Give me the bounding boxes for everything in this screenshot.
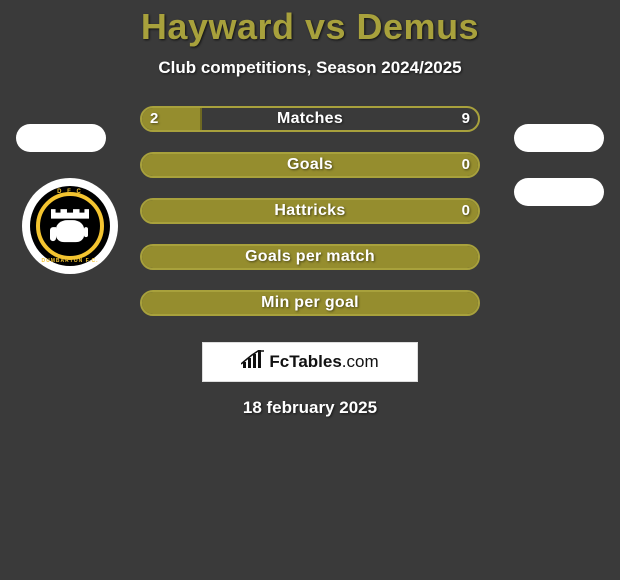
stat-right-value: 0 (462, 202, 470, 219)
branding-box[interactable]: FcTables.com (202, 342, 418, 382)
stat-bar: Hattricks0 (140, 198, 480, 224)
branding-text: FcTables.com (269, 352, 378, 372)
stat-label: Goals (142, 156, 478, 174)
date-text: 18 february 2025 (0, 398, 620, 418)
badge-text-top: D F C (30, 189, 110, 195)
subtitle: Club competitions, Season 2024/2025 (0, 58, 620, 78)
bar-chart-icon (241, 350, 265, 375)
stat-bar: 2Matches9 (140, 106, 480, 132)
stat-label: Matches (142, 110, 478, 128)
comparison-card: Hayward vs Demus Club competitions, Seas… (0, 0, 620, 580)
stat-label: Hattricks (142, 202, 478, 220)
stat-row: Goals0 (0, 152, 620, 180)
stat-right-value: 9 (462, 110, 470, 127)
stat-row: Goals per match (0, 244, 620, 272)
stat-label: Goals per match (142, 248, 478, 266)
stat-row: Min per goal (0, 290, 620, 318)
stat-bar: Goals0 (140, 152, 480, 178)
stat-row: 2Matches9 (0, 106, 620, 134)
stat-right-value: 0 (462, 156, 470, 173)
stat-row: Hattricks0 (0, 198, 620, 226)
stat-bar: Min per goal (140, 290, 480, 316)
stat-bar: Goals per match (140, 244, 480, 270)
stat-label: Min per goal (142, 294, 478, 312)
page-title: Hayward vs Demus (0, 6, 620, 48)
